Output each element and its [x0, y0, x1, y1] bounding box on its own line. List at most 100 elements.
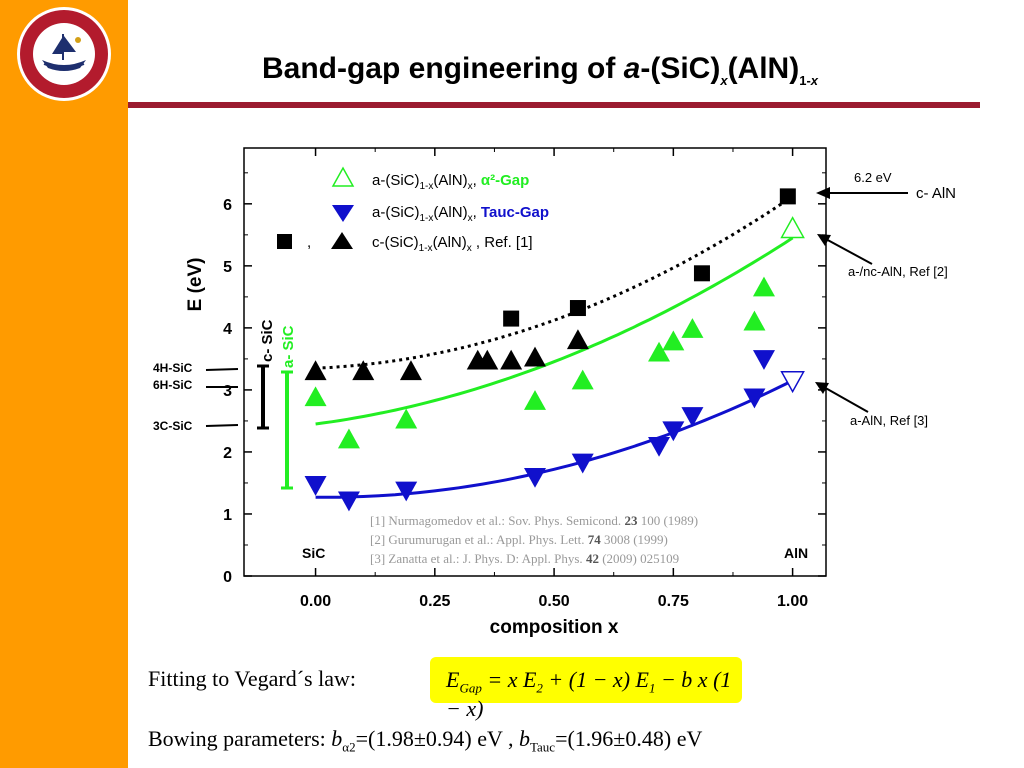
title-a: a	[623, 52, 641, 85]
data-point-triangle-up	[524, 346, 546, 367]
data-point-square	[503, 310, 520, 327]
label-6-2-ev: 6.2 eV	[854, 170, 892, 185]
data-point-triangle-down	[304, 476, 327, 496]
data-points	[304, 188, 805, 512]
arrow-ref2-head	[817, 234, 831, 246]
orange-sidebar	[0, 0, 128, 768]
axes-layer: 0.00 0.25 0.50 0.75 1.00 0 1 2 3 4 5 6 composition x…	[185, 147, 827, 638]
y-axis-label: E (eV)	[185, 258, 206, 312]
label-3c-sic: 3C-SiC	[153, 419, 193, 433]
reference-1: [1] Nurmagomedov et al.: Sov. Phys. Semi…	[370, 513, 698, 528]
y-tick-label: 3	[223, 383, 232, 400]
x-tick-label: 1.00	[777, 593, 808, 610]
plot-frame	[243, 147, 827, 577]
data-point-triangle-up	[662, 330, 685, 351]
vegard-formula: EGap = x E2 + (1 − x) E1 − b x (1 − x)	[430, 657, 742, 721]
legend-marker-tauc	[332, 205, 354, 222]
y-tick-label: 2	[223, 445, 232, 462]
data-point-triangle-up	[476, 349, 499, 370]
x-tick-label: 0.25	[419, 593, 450, 610]
data-point-open-triangle-down	[780, 371, 805, 394]
data-point-square	[569, 300, 586, 317]
title-sub-x: x	[720, 73, 728, 88]
legend-marker-alpha	[331, 166, 355, 187]
university-seal-logo	[17, 7, 111, 101]
data-point-triangle-down	[337, 491, 360, 512]
fit-curve	[315, 236, 794, 426]
title-text: Band-gap engineering of	[261, 52, 624, 85]
pointer-4h-sic	[205, 368, 239, 371]
legend-marker-ctri	[331, 232, 353, 249]
label-6h-sic: 6H-SiC	[153, 378, 193, 392]
data-point-triangle-up	[648, 341, 671, 362]
y-tick-label: 4	[223, 321, 232, 338]
data-point-triangle-up	[524, 390, 546, 410]
data-point-triangle-up	[752, 276, 775, 297]
data-point-triangle-up	[566, 329, 589, 350]
data-point-triangle-down	[743, 388, 766, 409]
data-point-triangle-up	[500, 349, 523, 370]
arrow-ref3-head	[815, 382, 829, 394]
legend: a-(SiC)1-x(AlN)x, α²-Gap a-(SiC)1-x(AlN)…	[277, 166, 549, 254]
data-point-open-triangle-up	[780, 216, 805, 239]
label-ref2: a-/nc-AlN, Ref [2]	[848, 264, 948, 279]
fit-curve	[315, 195, 794, 370]
y-tick-label: 0	[223, 569, 232, 586]
legend-label-tauc: a-(SiC)1-x(AlN)x, Tauc-Gap	[372, 204, 549, 224]
data-point-triangle-down	[662, 421, 685, 442]
title-sub-x2: x	[810, 73, 819, 88]
arrow-ref3-line	[821, 385, 869, 413]
data-point-triangle-down	[681, 407, 704, 427]
title-sic: -(SiC)	[640, 52, 721, 85]
reference-2: [2] Gurumurugan et al.: Appl. Phys. Lett…	[370, 532, 668, 547]
slide-title: Band-gap engineering of a-(SiC)x(AlN)1-x	[140, 52, 940, 88]
legend-label-ref1: c-(SiC)1-x(AlN)x , Ref. [1]	[372, 234, 533, 254]
y-tick-label: 1	[223, 507, 232, 524]
data-point-triangle-down	[752, 350, 775, 370]
label-c-sic: c- SiC	[259, 319, 276, 362]
data-point-triangle-up	[571, 369, 594, 390]
bowing-parameters: Bowing parameters: bα2=(1.98±0.94) eV , …	[148, 726, 703, 755]
label-aln: AlN	[784, 545, 808, 561]
annotations: SiC AlN c- SiC a- SiC 4H-SiC 6H-SiC 3C-S…	[153, 170, 956, 561]
arrow-c-aln-head	[816, 187, 830, 199]
data-point-square	[779, 188, 796, 205]
x-axis-label: composition x	[490, 617, 619, 638]
data-point-triangle-up	[743, 310, 766, 331]
y-tick-label: 5	[223, 259, 232, 276]
label-4h-sic: 4H-SiC	[153, 361, 193, 375]
data-point-triangle-up	[304, 386, 327, 407]
title-aln: (AlN)	[727, 52, 800, 85]
vegard-label: Fitting to Vegard´s law:	[148, 666, 356, 691]
x-tick-label: 0.00	[300, 593, 331, 610]
title-sub-1: 1-	[799, 73, 811, 88]
legend-label-alpha: a-(SiC)1-x(AlN)x, α²-Gap	[372, 172, 529, 192]
data-point-square	[693, 265, 710, 282]
label-ref3: a-AlN, Ref [3]	[850, 413, 928, 428]
x-tick-label: 0.50	[539, 593, 570, 610]
y-tick-label: 6	[223, 197, 232, 214]
fit-curves	[315, 195, 794, 499]
data-point-triangle-down	[395, 481, 418, 502]
reference-3: [3] Zanatta et al.: J. Phys. D: Appl. Ph…	[370, 551, 679, 566]
data-point-triangle-up	[304, 360, 327, 381]
legend-marker-square	[277, 234, 292, 249]
data-point-triangle-down	[524, 467, 546, 488]
arrow-ref2-line	[823, 237, 873, 265]
data-point-triangle-up	[352, 360, 375, 381]
fit-curve	[315, 379, 794, 499]
data-point-triangle-down	[648, 436, 671, 457]
data-point-triangle-up	[337, 428, 360, 449]
title-underline	[128, 102, 980, 108]
label-a-sic: a- SiC	[280, 325, 297, 368]
data-point-triangle-up	[681, 318, 704, 338]
data-point-triangle-up	[399, 360, 422, 381]
legend-comma: ,	[307, 234, 311, 251]
x-tick-label: 0.75	[658, 593, 689, 610]
label-sic: SiC	[302, 545, 325, 561]
pointer-3c-sic	[205, 424, 239, 427]
references: [1] Nurmagomedov et al.: Sov. Phys. Semi…	[370, 513, 698, 566]
data-point-triangle-up	[395, 408, 418, 429]
label-c-aln: c- AlN	[916, 185, 956, 202]
